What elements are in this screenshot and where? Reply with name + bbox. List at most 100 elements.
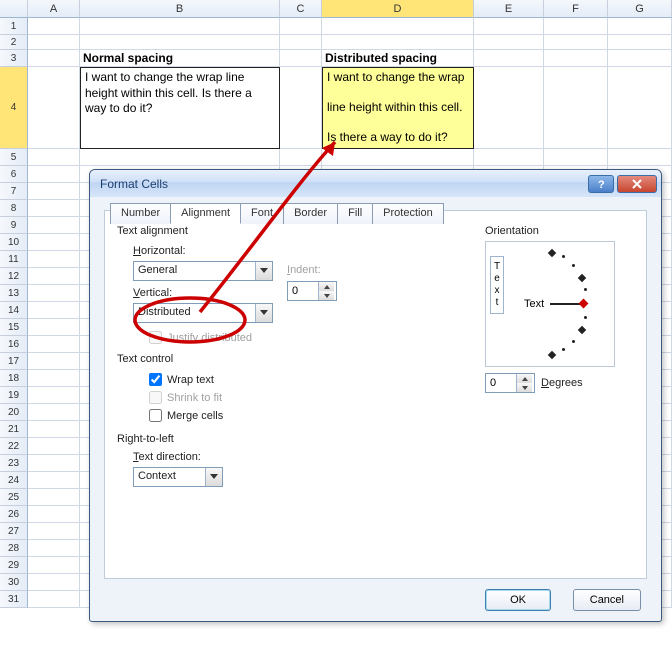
row-header[interactable]: 8	[0, 200, 28, 217]
indent-spinner[interactable]	[287, 281, 337, 301]
dialog-title: Format Cells	[100, 177, 585, 191]
row-header[interactable]: 28	[0, 540, 28, 557]
indent-label: Indent:	[287, 264, 321, 276]
shrink-to-fit-checkbox: Shrink to fit	[149, 391, 222, 404]
col-header-d[interactable]: D	[322, 0, 474, 18]
cell-d4-line: Is there a way to do it?	[327, 130, 469, 146]
row-header[interactable]: 11	[0, 251, 28, 268]
row-header[interactable]: 7	[0, 183, 28, 200]
cell-b3[interactable]: Normal spacing	[80, 50, 280, 67]
dropdown-icon[interactable]	[205, 468, 222, 486]
row-header[interactable]: 2	[0, 35, 28, 50]
col-header-e[interactable]: E	[474, 0, 544, 18]
orientation-horizontal-text: Text	[524, 298, 544, 310]
dropdown-icon[interactable]	[255, 304, 272, 322]
text-direction-label: Text direction:	[133, 451, 201, 463]
wrap-text-checkbox[interactable]: Wrap text	[149, 373, 214, 386]
cell-d3[interactable]: Distributed spacing	[322, 50, 474, 67]
tab-border[interactable]: Border	[283, 203, 338, 224]
degrees-label: Degrees	[541, 377, 583, 389]
dropdown-icon[interactable]	[255, 262, 272, 280]
col-header-a[interactable]: A	[28, 0, 80, 18]
row-header[interactable]: 25	[0, 489, 28, 506]
ok-button[interactable]: OK	[485, 589, 551, 611]
merge-cells-checkbox[interactable]: Merge cells	[149, 409, 223, 422]
horizontal-value: General	[134, 262, 255, 280]
row-header[interactable]: 16	[0, 336, 28, 353]
degrees-input[interactable]	[486, 374, 516, 392]
row-header[interactable]: 31	[0, 591, 28, 608]
orientation-handle[interactable]	[579, 299, 589, 309]
cell-d4-line: line height within this cell.	[327, 100, 469, 116]
text-alignment-group-label: Text alignment	[117, 225, 188, 237]
tab-alignment[interactable]: Alignment	[170, 203, 241, 224]
spin-down-icon[interactable]	[517, 383, 532, 392]
row-header[interactable]: 20	[0, 404, 28, 421]
indent-input[interactable]	[288, 282, 318, 300]
format-cells-dialog: Format Cells ? Number Alignment Font Bor…	[89, 169, 662, 622]
row-header[interactable]: 24	[0, 472, 28, 489]
spin-down-icon[interactable]	[319, 291, 334, 300]
spin-up-icon[interactable]	[517, 374, 532, 383]
help-button[interactable]: ?	[588, 175, 614, 193]
cell-d4-selected[interactable]: I want to change the wrap line height wi…	[322, 67, 474, 149]
orientation-vertical-text[interactable]: Text	[490, 256, 504, 314]
vertical-value: Distributed	[134, 304, 255, 322]
horizontal-select[interactable]: General	[133, 261, 273, 281]
degrees-spinner[interactable]	[485, 373, 535, 393]
cancel-button[interactable]: Cancel	[573, 589, 641, 611]
dialog-titlebar[interactable]: Format Cells ?	[90, 170, 661, 197]
row-header[interactable]: 9	[0, 217, 28, 234]
spin-up-icon[interactable]	[319, 282, 334, 291]
tab-number[interactable]: Number	[110, 203, 171, 224]
col-header-b[interactable]: B	[80, 0, 280, 18]
dialog-tabs: Number Alignment Font Border Fill Protec…	[110, 202, 443, 223]
row-header[interactable]: 26	[0, 506, 28, 523]
select-all-corner[interactable]	[0, 0, 28, 18]
row-header[interactable]: 10	[0, 234, 28, 251]
horizontal-label: Horizontal:	[133, 245, 186, 257]
text-control-group-label: Text control	[117, 353, 173, 365]
col-header-g[interactable]: G	[608, 0, 672, 18]
tab-fill[interactable]: Fill	[337, 203, 373, 224]
row-header[interactable]: 15	[0, 319, 28, 336]
rtl-group-label: Right-to-left	[117, 433, 174, 445]
tab-font[interactable]: Font	[240, 203, 284, 224]
shrink-to-fit-input	[149, 391, 162, 404]
text-direction-select[interactable]: Context	[133, 467, 223, 487]
row-header[interactable]: 13	[0, 285, 28, 302]
row-header[interactable]: 4	[0, 67, 28, 149]
text-direction-value: Context	[134, 468, 205, 486]
justify-distributed-checkbox: Justify distributed	[149, 331, 252, 344]
row-header[interactable]: 29	[0, 557, 28, 574]
row-header[interactable]: 22	[0, 438, 28, 455]
col-header-f[interactable]: F	[544, 0, 608, 18]
tab-protection[interactable]: Protection	[372, 203, 444, 224]
row-header[interactable]: 27	[0, 523, 28, 540]
merge-cells-input[interactable]	[149, 409, 162, 422]
row-header[interactable]: 23	[0, 455, 28, 472]
row-header[interactable]: 6	[0, 166, 28, 183]
row-header[interactable]: 1	[0, 18, 28, 35]
orientation-group-label: Orientation	[485, 225, 539, 237]
row-header[interactable]: 18	[0, 370, 28, 387]
wrap-text-input[interactable]	[149, 373, 162, 386]
row-header[interactable]: 17	[0, 353, 28, 370]
col-header-c[interactable]: C	[280, 0, 322, 18]
row-header[interactable]: 14	[0, 302, 28, 319]
row-header[interactable]: 21	[0, 421, 28, 438]
row-header[interactable]: 30	[0, 574, 28, 591]
justify-distributed-label: Justify distributed	[167, 332, 252, 344]
close-button[interactable]	[617, 175, 657, 193]
merge-cells-label: Merge cells	[167, 410, 223, 422]
cell-b4[interactable]: I want to change the wrap line height wi…	[80, 67, 280, 149]
shrink-to-fit-label: Shrink to fit	[167, 392, 222, 404]
vertical-select[interactable]: Distributed	[133, 303, 273, 323]
row-header[interactable]: 5	[0, 149, 28, 166]
row-header[interactable]: 19	[0, 387, 28, 404]
orientation-widget[interactable]: Text Text	[485, 241, 615, 367]
orientation-line	[550, 303, 580, 305]
row-header[interactable]: 12	[0, 268, 28, 285]
row-header[interactable]: 3	[0, 50, 28, 67]
vertical-label: Vertical:	[133, 287, 172, 299]
